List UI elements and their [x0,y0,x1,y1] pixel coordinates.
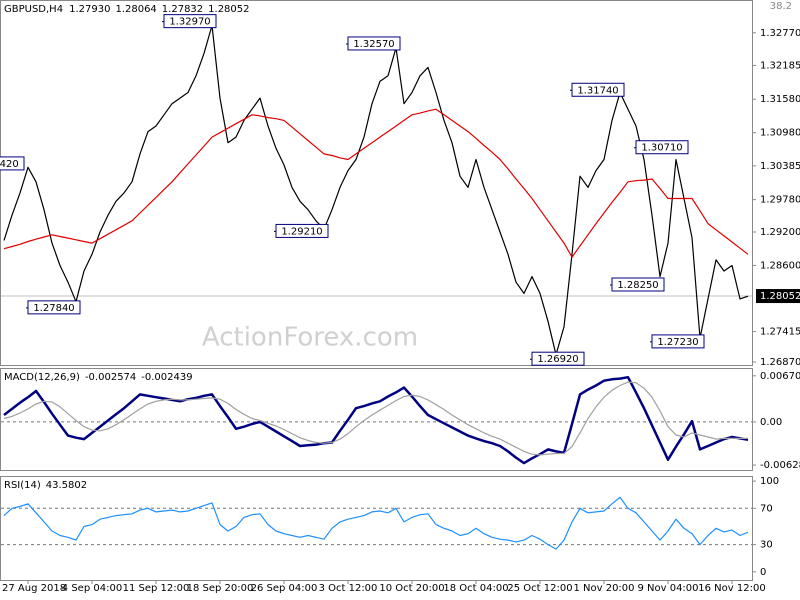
y-tick-label: 1.28600 [760,260,800,271]
x-tick-label: 9 Nov 04:00 [637,583,698,594]
y-tick-label: 0.006706 [760,371,800,382]
y-tick-label: 1.29200 [760,227,800,238]
annotation-box [611,277,665,292]
watermark: ActionForex.com [202,323,418,353]
x-tick-label: 10 Oct 20:00 [379,583,444,594]
annotation-box [0,156,25,171]
annotation-box [531,351,585,366]
ohlc-value: 1.28064 [115,4,156,15]
x-tick-label: 1 Nov 20:00 [573,583,634,594]
x-tick-label: 4 Sep 04:00 [62,583,122,594]
x-tick-label: 25 Oct 12:00 [507,583,572,594]
y-tick-label: 1.26870 [760,357,800,368]
rsi-panel [0,476,753,581]
x-tick-label: 27 Aug 2018 [2,583,66,594]
y-tick-label: 1.32185 [760,60,800,71]
last-price-box [756,289,800,304]
indicator-reading: 43.5802 [46,480,87,491]
annotation-label: 1.32970 [169,17,210,28]
y-tick-label: 1.32770 [760,28,800,39]
y-tick-label: 1.29780 [760,195,800,206]
symbol-label: GBPUSD,H4 [4,4,63,15]
x-tick-label: 26 Sep 04:00 [251,583,318,594]
fib-label: 38.2 [770,1,792,12]
series-line [3,496,749,550]
annotation-label: 1.29210 [281,226,322,237]
x-tick-label: 18 Oct 04:00 [443,583,508,594]
ohlc-value: 1.27832 [162,4,203,15]
y-tick-label: 0 [760,567,766,578]
y-tick-label: 1.30385 [760,161,800,172]
x-tick-label: 16 Nov 12:00 [698,583,765,594]
price-panel [0,0,753,366]
indicator-title: MACD(12,26,9) [4,372,80,383]
x-tick-label: 3 Oct 12:00 [319,583,378,594]
y-tick-label: 1.27415 [760,327,800,338]
annotation-label: 1.28250 [617,280,658,291]
series-line [3,108,749,258]
annotation-box [635,140,689,155]
y-tick-label: 100 [760,476,779,487]
y-tick-label: 0.00 [760,417,782,428]
ohlc-value: 1.28052 [208,4,249,15]
x-tick-label: 18 Sep 20:00 [187,583,254,594]
indicator-title: RSI(14) [4,480,41,491]
annotation-box [571,82,625,97]
x-tick-label: 11 Sep 12:00 [123,583,190,594]
annotation-label: 1.32570 [353,39,394,50]
series-line [3,24,749,356]
y-tick-label: 30 [760,540,773,551]
y-tick-label: 1.30980 [760,128,800,139]
last-price-label: 1.28052 [760,291,800,302]
annotation-box [347,36,401,51]
annotation-box [651,334,705,349]
series-line [3,375,749,465]
indicator-reading: -0.002439 [141,372,192,383]
annotation-label: 1.27840 [33,303,74,314]
macd-panel [0,368,753,471]
annotation-label: 1.30710 [641,143,682,154]
annotation-box [275,223,329,238]
annotation-box [27,300,81,315]
ohlc-value: 1.27930 [69,4,110,15]
indicator-reading: -0.002574 [85,372,136,383]
annotation-label: 1.31740 [577,85,618,96]
y-tick-label: 70 [760,503,773,514]
annotation-label: 1.26920 [537,354,578,365]
annotation-box [163,14,217,29]
annotation-label: 1.27230 [657,337,698,348]
y-tick-label: -0.00628 [760,460,800,471]
y-tick-label: 1.31580 [760,94,800,105]
series-line [3,381,748,456]
